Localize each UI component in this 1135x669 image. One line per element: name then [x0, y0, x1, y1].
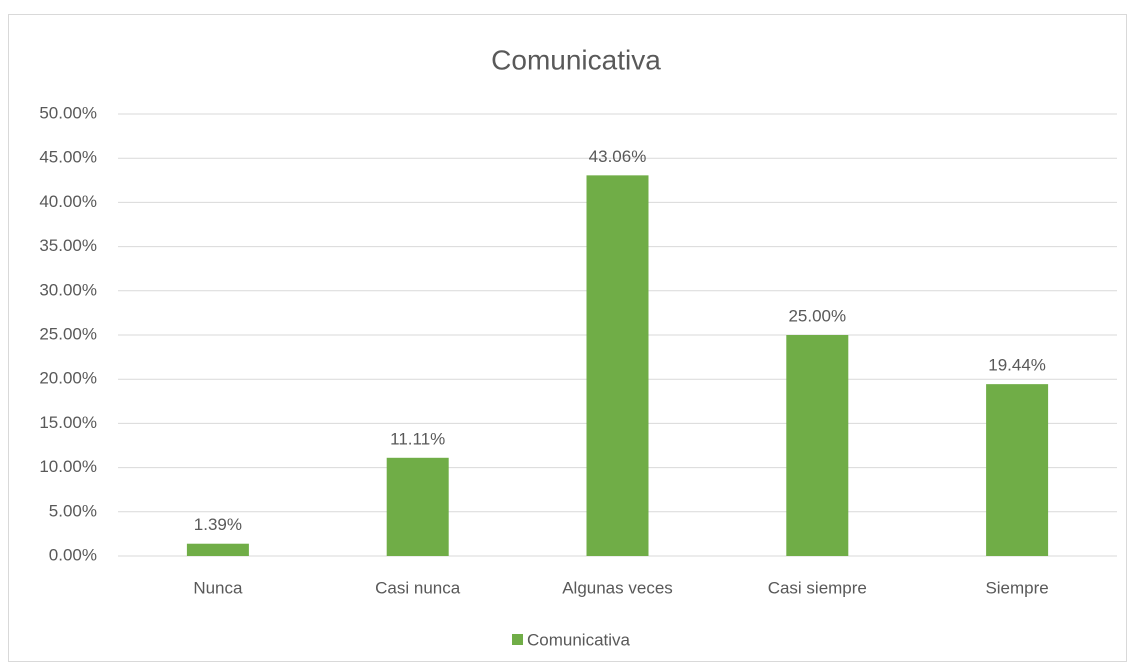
- data-label: 19.44%: [988, 356, 1046, 375]
- data-label: 43.06%: [589, 147, 647, 166]
- y-tick-label: 45.00%: [39, 148, 97, 167]
- y-tick-label: 10.00%: [39, 457, 97, 476]
- x-tick-label: Algunas veces: [562, 578, 673, 597]
- x-tick-label: Casi nunca: [375, 578, 461, 597]
- y-tick-label: 5.00%: [49, 501, 97, 520]
- chart-border: [8, 14, 1127, 662]
- legend-label: Comunicativa: [527, 630, 631, 649]
- bar: [386, 457, 449, 556]
- y-tick-label: 50.00%: [39, 103, 97, 122]
- bar: [986, 384, 1049, 556]
- x-tick-label: Casi siempre: [768, 578, 867, 597]
- x-tick-label: Siempre: [985, 578, 1048, 597]
- y-tick-label: 35.00%: [39, 236, 97, 255]
- bar: [186, 543, 249, 556]
- y-tick-label: 0.00%: [49, 545, 97, 564]
- data-label: 25.00%: [788, 306, 846, 325]
- data-label: 11.11%: [390, 429, 445, 448]
- bar: [786, 335, 849, 556]
- chart-title: Comunicativa: [491, 44, 661, 75]
- y-tick-label: 30.00%: [39, 280, 97, 299]
- legend-swatch: [512, 634, 523, 645]
- y-tick-label: 20.00%: [39, 369, 97, 388]
- y-tick-label: 40.00%: [39, 192, 97, 211]
- y-tick-label: 25.00%: [39, 324, 97, 343]
- x-tick-label: Nunca: [193, 578, 243, 597]
- bar: [586, 175, 649, 556]
- data-label: 1.39%: [194, 515, 242, 534]
- y-tick-label: 15.00%: [39, 413, 97, 432]
